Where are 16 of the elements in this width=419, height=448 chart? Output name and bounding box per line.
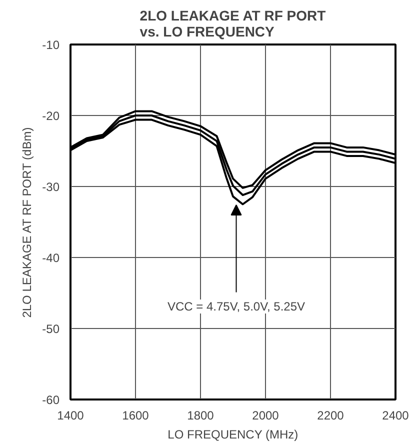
x-tick-label: 1800 [187,408,214,422]
y-tick-label: -40 [42,251,60,265]
x-axis-title: LO FREQUENCY (MHz) [168,428,298,442]
y-tick-label: -60 [42,393,60,407]
y-tick-label: -30 [42,180,60,194]
chart-title: 2LO LEAKAGE AT RF PORT vs. LO FREQUENCY [140,8,326,40]
y-tick-label: -10 [42,38,60,52]
x-tick-label: 2200 [317,408,344,422]
x-tick-label: 2400 [382,408,410,422]
y-tick-label: -50 [42,322,60,336]
annotation: VCC = 4.75V, 5.0V, 5.25V [167,299,306,314]
x-tick-label: 1400 [57,408,84,422]
y-tick-label: -20 [42,109,60,123]
x-tick-label: 1600 [122,408,150,422]
x-tick-label: 2000 [252,408,280,422]
y-axis-title: 2LO LEAKAGE AT RF PORT (dBm) [20,127,34,318]
